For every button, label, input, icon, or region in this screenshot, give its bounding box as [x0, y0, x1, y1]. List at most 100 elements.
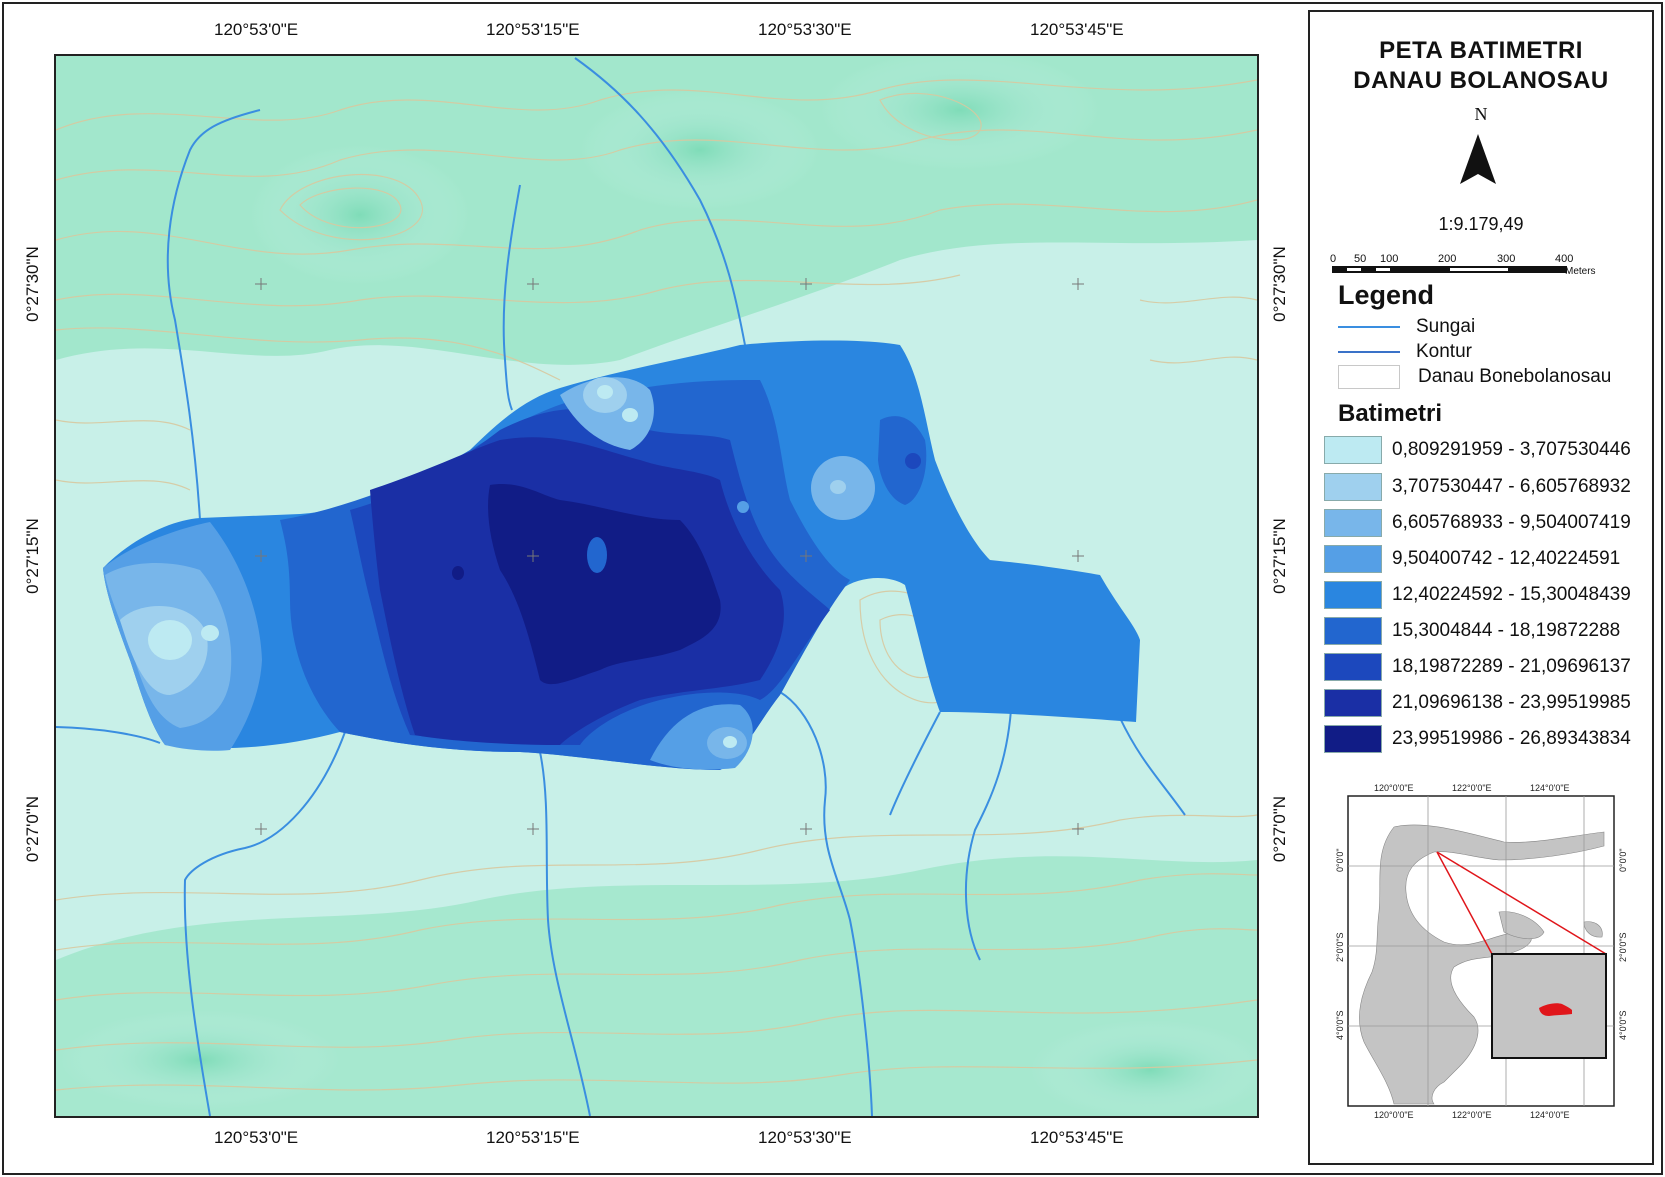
legend-item-danau: Danau Bonebolanosau	[1338, 364, 1611, 390]
class-label: 21,09696138 - 23,99519985	[1392, 692, 1631, 713]
inset-pointer-1	[1436, 851, 1493, 955]
coord-top-3: 120°53'30"E	[758, 20, 852, 39]
deep-east-pocket	[878, 416, 927, 505]
hill-north-2	[820, 56, 1100, 170]
coord-top-4: 120°53'45"E	[1030, 20, 1124, 39]
class-label: 0,809291959 - 3,707530446	[1392, 439, 1631, 460]
coord-bottom-3: 120°53'30"E	[758, 1128, 852, 1147]
inset-right-3: 4°0'0"S	[1618, 1010, 1628, 1040]
map-title: PETA BATIMETRI DANAU BOLANOSAU	[1310, 36, 1652, 96]
inset-top-2: 122°0'0"E	[1452, 783, 1492, 793]
map-border	[54, 54, 1259, 1118]
batimetri-class-8: 21,09696138 - 23,99519985	[1324, 688, 1644, 718]
shallow-center-dot	[587, 537, 607, 573]
swatch	[1324, 653, 1382, 681]
shallow-west-4	[148, 620, 192, 660]
river-line-icon	[1338, 326, 1400, 328]
scale-tick-0: 0	[1330, 253, 1336, 265]
swatch	[1324, 725, 1382, 753]
inset-top-3: 124°0'0"E	[1530, 783, 1570, 793]
inset-location-map: 120°0'0"E 122°0'0"E 124°0'0"E 120°0'0"E …	[1335, 783, 1628, 1120]
lake-bathymetry	[103, 340, 1140, 770]
inset-pointer-2	[1436, 851, 1607, 955]
inset-left-1: 0°0'0"	[1335, 848, 1345, 872]
scale-tick-200: 200	[1438, 253, 1456, 265]
batimetri-heading: Batimetri	[1338, 400, 1443, 427]
batimetri-class-5: 12,40224592 - 15,30048439	[1324, 580, 1644, 610]
batimetri-class-2: 3,707530447 - 6,605768932	[1324, 472, 1644, 502]
batimetri-class-1: 0,809291959 - 3,707530446	[1324, 435, 1644, 465]
swatch	[1324, 617, 1382, 645]
coord-bottom-4: 120°53'45"E	[1030, 1128, 1124, 1147]
contour-lines	[56, 79, 1257, 1091]
hill-south-1	[1030, 1020, 1257, 1116]
north-arrow-icon	[1460, 134, 1496, 184]
class-label: 23,99519986 - 26,89343834	[1392, 728, 1631, 749]
coord-left-3: 0°27'0"N	[23, 795, 42, 863]
swatch	[1324, 436, 1382, 464]
scale-tick-300: 300	[1497, 253, 1515, 265]
inset-right-2: 2°0'0"S	[1618, 932, 1628, 962]
bathymetry-map	[54, 54, 1259, 1118]
coord-right-3: 0°27'0"N	[1270, 795, 1289, 863]
title-line-1: PETA BATIMETRI	[1379, 37, 1583, 64]
swatch	[1324, 509, 1382, 537]
class-label: 3,707530447 - 6,605768932	[1392, 476, 1631, 497]
contour-line-icon	[1338, 351, 1400, 353]
hill-north-3	[580, 90, 820, 210]
shallow-center-2	[737, 501, 749, 513]
swatch	[1324, 581, 1382, 609]
shallow-west-5	[201, 625, 219, 641]
scale-ratio: 1:9.179,49	[1438, 214, 1524, 234]
shallow-east-2	[830, 480, 846, 494]
hill-north-1	[250, 145, 470, 285]
inset-bottom-2: 122°0'0"E	[1452, 1110, 1492, 1120]
class-label: 18,19872289 - 21,09696137	[1392, 656, 1631, 677]
coord-right-1: 0°27'30"N	[1270, 246, 1289, 322]
inset-bottom-3: 124°0'0"E	[1530, 1110, 1570, 1120]
coord-bottom-2: 120°53'15"E	[486, 1128, 580, 1147]
scale-bar: 0 50 100 200 300 400 Meters	[1330, 253, 1596, 277]
swatch	[1324, 473, 1382, 501]
class-label: 6,605768933 - 9,504007419	[1392, 512, 1631, 533]
inset-right-1: 0°0'0"	[1618, 848, 1628, 872]
deep-west-dot	[452, 566, 464, 580]
batimetri-class-7: 18,19872289 - 21,09696137	[1324, 652, 1644, 682]
legend-item-kontur: Kontur	[1338, 339, 1472, 365]
batimetri-class-4: 9,50400742 - 12,40224591	[1324, 544, 1644, 574]
inset-bottom-1: 120°0'0"E	[1374, 1110, 1414, 1120]
legend-item-sungai: Sungai	[1338, 314, 1475, 340]
graticule-crosses	[255, 278, 1084, 835]
deep-east-dot	[905, 453, 921, 469]
scale-unit: Meters	[1565, 266, 1596, 277]
legend-item-label: Sungai	[1416, 316, 1476, 337]
scale-tick-100: 100	[1380, 253, 1398, 265]
inset-top-1: 120°0'0"E	[1374, 783, 1414, 793]
title-line-2: DANAU BOLANOSAU	[1353, 67, 1609, 94]
shallow-north-4	[622, 408, 638, 422]
depth-zone-24-27	[488, 483, 721, 685]
legend-heading: Legend	[1338, 280, 1435, 310]
coord-right-2: 0°27'15"N	[1270, 518, 1289, 594]
lake-location-marker	[1539, 1003, 1572, 1016]
coord-left-2: 0°27'15"N	[23, 518, 42, 594]
coord-bottom-1: 120°53'0"E	[214, 1128, 299, 1147]
inset-left-2: 2°0'0"S	[1335, 932, 1345, 962]
shallow-south-3	[723, 736, 737, 748]
scale-tick-400: 400	[1555, 253, 1573, 265]
legend-panel: PETA BATIMETRI DANAU BOLANOSAU N 1:9.179…	[1308, 10, 1654, 1165]
highland-south	[56, 856, 1257, 1116]
coord-top-2: 120°53'15"E	[486, 20, 580, 39]
swatch	[1324, 545, 1382, 573]
swatch	[1324, 689, 1382, 717]
scale-tick-50: 50	[1354, 253, 1366, 265]
batimetri-class-9: 23,99519986 - 26,89343834	[1324, 724, 1644, 754]
class-label: 12,40224592 - 15,30048439	[1392, 584, 1631, 605]
shallow-north-3	[597, 385, 613, 399]
inset-left-3: 4°0'0"S	[1335, 1010, 1345, 1040]
lake-box-icon	[1338, 365, 1400, 389]
coord-top-1: 120°53'0"E	[214, 20, 299, 39]
batimetri-class-6: 15,3004844 - 18,19872288	[1324, 616, 1644, 646]
legend-item-label: Danau Bonebolanosau	[1418, 366, 1612, 387]
